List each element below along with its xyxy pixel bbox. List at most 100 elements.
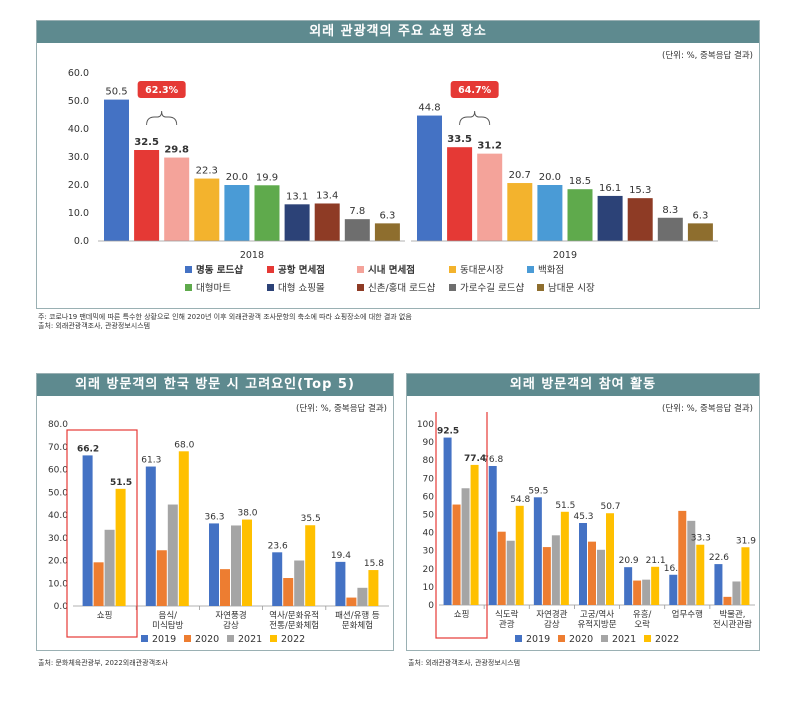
bar <box>533 497 542 605</box>
bar <box>178 451 189 606</box>
shopping-places-unit: (단위: %, 중복응답 결과) <box>662 51 753 61</box>
bar <box>220 569 230 606</box>
legend-item: 대형 쇼핑몰 <box>267 280 325 294</box>
legend-item: 동대문시장 <box>449 262 504 276</box>
bar <box>93 562 104 606</box>
data-label: 29.8 <box>164 145 189 156</box>
bar <box>294 560 305 606</box>
legend-swatch <box>185 284 192 291</box>
bar <box>741 547 750 605</box>
data-label: 38.0 <box>237 509 257 519</box>
x-category-label: 자연경관 <box>536 609 567 620</box>
legend-swatch <box>227 635 234 642</box>
data-label: 76.8 <box>483 455 503 465</box>
highlight-box <box>66 429 138 638</box>
y-tick-label: 50.0 <box>48 488 68 498</box>
callout-bracket <box>459 110 491 126</box>
bar <box>723 596 732 605</box>
data-label: 20.0 <box>226 172 248 183</box>
bar <box>374 223 400 241</box>
x-category-label: 문화체험 <box>342 620 373 631</box>
legend-item: 2021 <box>227 634 262 645</box>
bar <box>231 525 241 606</box>
data-label: 20.9 <box>619 556 639 566</box>
legend-item: 2020 <box>558 634 593 645</box>
y-tick-label: 10.0 <box>48 579 68 589</box>
legend-swatch <box>644 635 651 642</box>
x-category-label: 쇼핑 <box>97 610 113 621</box>
y-tick-label: 10.0 <box>68 208 89 219</box>
data-label: 50.7 <box>600 502 620 512</box>
bar <box>452 504 461 605</box>
bar <box>357 587 368 606</box>
bar <box>156 550 167 606</box>
legend-label: 남대문 시장 <box>548 283 595 294</box>
bar <box>477 153 503 241</box>
x-category-label: 전시관관람 <box>713 619 752 630</box>
bar <box>242 519 252 606</box>
legend-label: 공항 면세점 <box>278 265 326 276</box>
legend-swatch <box>267 266 274 273</box>
data-label: 21.1 <box>646 556 666 566</box>
legend-label: 2022 <box>655 634 680 645</box>
bar <box>314 203 340 241</box>
y-tick-label: 50.0 <box>68 96 89 107</box>
legend-swatch <box>185 266 192 273</box>
y-tick-label: 40.0 <box>68 124 89 135</box>
legend-item: 2019 <box>141 634 176 645</box>
data-label: 16.7 <box>664 564 684 574</box>
legend-item: 2019 <box>515 634 550 645</box>
data-label: 33.5 <box>447 134 472 145</box>
bar <box>515 505 524 605</box>
data-label: 8.3 <box>662 205 678 216</box>
data-label: 54.8 <box>510 495 530 505</box>
bar <box>194 178 220 241</box>
callout-badge <box>137 81 186 98</box>
data-label: 23.6 <box>268 541 288 551</box>
bar <box>145 466 156 606</box>
bar <box>272 552 283 606</box>
legend-label: 2021 <box>238 634 263 645</box>
shopping-places-title: 외래 관광객의 주요 쇼핑 장소 <box>37 21 759 43</box>
data-label: 45.3 <box>573 512 593 522</box>
y-tick-label: 20.0 <box>68 180 89 191</box>
visit-factors-legend: 2019 2020 2021 2022 <box>37 634 393 648</box>
x-category-label: 유흥/ <box>633 609 652 620</box>
bar <box>678 510 687 605</box>
data-label: 50.5 <box>105 87 127 98</box>
legend-item: 2022 <box>270 634 305 645</box>
activities-source: 출처: 외래관광객조사, 관광정보시스템 <box>408 659 521 667</box>
callout-label: 62.3% <box>145 85 178 96</box>
bar <box>642 579 651 605</box>
shopping-places-legend: 명동 로드샵 공항 면세점 시내 면세점 동대문시장 백화점 대형마트 대형 쇼핑몰 신촌/홍… <box>37 262 759 300</box>
data-label: 18.5 <box>569 176 591 187</box>
legend-label: 대형마트 <box>196 283 231 294</box>
data-label: 20.7 <box>509 170 531 181</box>
bar <box>551 535 560 605</box>
y-tick-label: 60 <box>423 492 435 502</box>
data-label: 51.5 <box>110 478 132 488</box>
legend-item: 신촌/홍대 로드샵 <box>357 280 435 294</box>
data-label: 7.8 <box>349 206 365 217</box>
data-label: 15.8 <box>364 559 384 569</box>
bar <box>537 185 563 241</box>
y-tick-label: 70 <box>423 474 435 484</box>
x-category-label: 역사/문화유적 <box>269 610 319 621</box>
bar <box>560 511 569 605</box>
legend-swatch <box>141 635 148 642</box>
visit-factors-title: 외래 방문객의 한국 방문 시 고려요인(Top 5) <box>37 374 393 396</box>
bar <box>579 523 587 605</box>
data-label: 36.3 <box>204 512 224 522</box>
y-tick-label: 40 <box>423 529 435 539</box>
activities-legend: 2019 2020 2021 2022 <box>407 634 759 648</box>
x-category-label: 감상 <box>544 619 560 630</box>
data-label: 51.5 <box>555 501 575 511</box>
bar <box>447 147 473 241</box>
x-category-label: 박물관, <box>719 609 745 620</box>
legend-swatch <box>357 266 364 273</box>
legend-label: 신촌/홍대 로드샵 <box>368 283 436 294</box>
bar <box>633 580 642 605</box>
bar <box>507 183 533 241</box>
legend-swatch <box>558 635 565 642</box>
legend-swatch <box>267 284 274 291</box>
